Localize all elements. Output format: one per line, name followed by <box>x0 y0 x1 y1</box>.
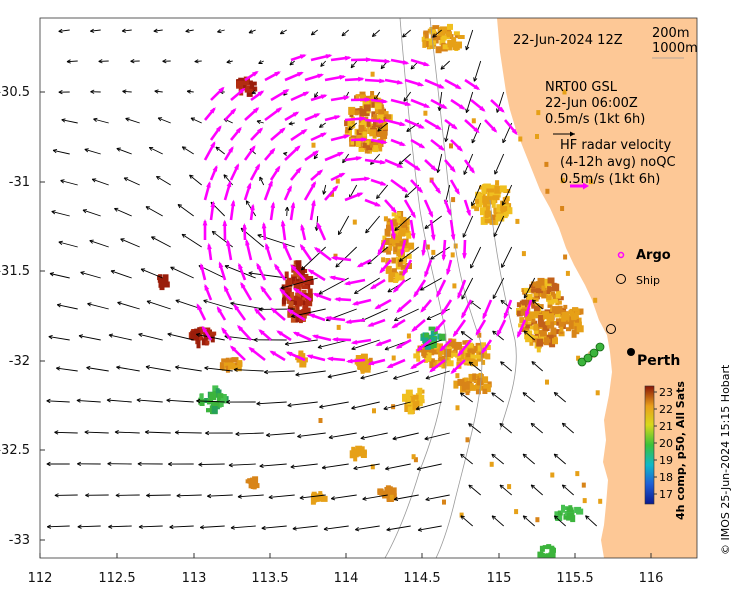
x-tick-label: 112 <box>28 571 53 586</box>
y-tick-label: -32 <box>9 354 30 369</box>
y-tick-label: -33 <box>9 533 30 548</box>
plot-frame <box>39 17 698 559</box>
radar-scale: 0.5m/s (1kt 6h) <box>560 172 660 187</box>
ship-legend-label: Ship <box>636 274 660 287</box>
colorbar-tick-label: 19 <box>659 454 673 467</box>
x-tick-label: 115 <box>487 571 512 586</box>
date-label: 22-Jun-2024 12Z <box>513 33 623 48</box>
argo-legend-icon <box>617 251 625 259</box>
model-label: NRT00 GSL <box>545 80 618 95</box>
radar-title: HF radar velocity <box>560 138 672 153</box>
colorbar-tick-label: 21 <box>659 420 673 433</box>
ship-legend-icon <box>616 274 626 284</box>
colorbar-title: 4h comp, p50, All Sats <box>674 381 687 520</box>
model-current-arrows <box>46 28 598 532</box>
colorbar-ticks: 23 22 21 20 19 18 17 <box>654 386 673 501</box>
ship-marker <box>606 324 616 334</box>
credit-text: © IMOS 25-Jun-2024 15:15 Hobart <box>719 364 732 555</box>
y-tick-label: -30.5 <box>0 85 30 100</box>
y-tick-label: -31.5 <box>0 264 30 279</box>
colorbar-tick-label: 18 <box>659 471 673 484</box>
x-axis: 112 112.5 113 113.5 114 114.5 115 115.5 116 <box>28 553 664 586</box>
colorbar-tick-label: 17 <box>659 488 673 501</box>
y-axis: -30.5 -31 -31.5 -32 -32.5 -33 <box>0 85 45 548</box>
x-tick-label: 113 <box>182 571 207 586</box>
x-tick-label: 114.5 <box>403 571 440 586</box>
hf-radar-vectors <box>196 54 533 375</box>
sst-colorbar <box>644 385 655 505</box>
x-tick-label: 116 <box>639 571 664 586</box>
colorbar-tick-label: 20 <box>659 437 673 450</box>
perth-marker <box>627 348 635 356</box>
model-time: 22-Jun 06:00Z <box>545 96 638 111</box>
y-tick-label: -32.5 <box>0 443 30 458</box>
contour-label-1000m: 1000m <box>652 41 698 56</box>
radar-avg: (4-12h avg) noQC <box>560 155 676 170</box>
x-tick-label: 112.5 <box>98 571 135 586</box>
x-tick-label: 115.5 <box>556 571 593 586</box>
city-label: Perth <box>637 353 680 369</box>
contour-label-200m: 200m <box>652 26 689 41</box>
colorbar-tick-label: 22 <box>659 403 673 416</box>
argo-markers <box>577 342 605 367</box>
x-tick-label: 113.5 <box>251 571 288 586</box>
depth-contours <box>384 18 517 558</box>
model-scale: 0.5m/s (1kt 6h) <box>545 112 645 127</box>
y-tick-label: -31 <box>9 175 30 190</box>
argo-legend-label: Argo <box>636 248 671 263</box>
colorbar-tick-label: 23 <box>659 386 673 399</box>
x-tick-label: 114 <box>334 571 359 586</box>
